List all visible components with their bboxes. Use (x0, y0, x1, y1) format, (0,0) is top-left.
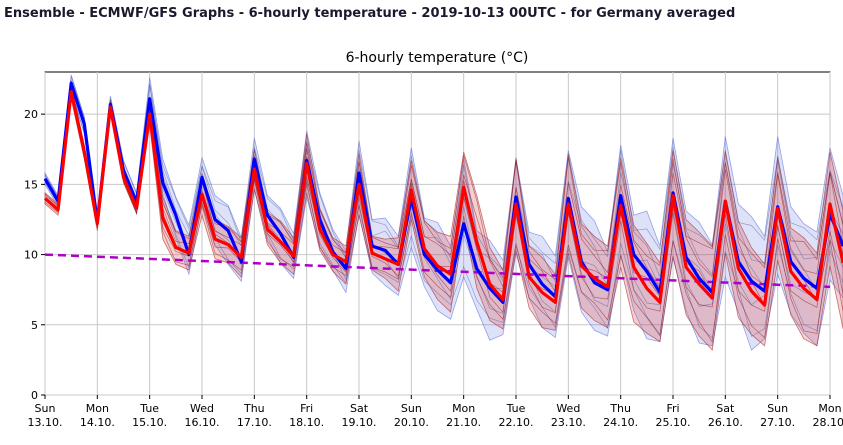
ecmwf-control-line (43, 90, 843, 307)
x-tick-date-label: 25.10. (656, 416, 691, 429)
x-tick-date-label: 16.10. (185, 416, 220, 429)
x-tick-day-label: Mon (818, 402, 841, 415)
grid-lines (44, 72, 831, 396)
ecmwf-member-0 (44, 96, 843, 343)
x-tick-day-label: Sat (350, 402, 369, 415)
x-tick-day-label: Fri (300, 402, 313, 415)
gfs-member-1 (44, 86, 843, 314)
page-header: Ensemble - ECMWF/GFS Graphs - 6-hourly t… (0, 0, 843, 28)
x-tick-day-label: Tue (506, 402, 526, 415)
y-tick-label: 5 (31, 319, 38, 332)
x-tick-day-label: Fri (666, 402, 679, 415)
y-tick-label: 20 (24, 108, 38, 121)
x-tick-date-label: 27.10. (760, 416, 795, 429)
x-tick-date-label: 21.10. (446, 416, 481, 429)
x-tick-day-label: Wed (556, 402, 580, 415)
x-tick-date-label: 17.10. (237, 416, 272, 429)
x-tick-day-label: Tue (139, 402, 159, 415)
chart-title: 6-hourly temperature (°C) (346, 50, 529, 66)
x-tick-day-label: Sat (716, 402, 735, 415)
x-tick-date-label: 13.10. (28, 416, 63, 429)
gfs-control-line (43, 81, 843, 304)
ecmwf-member-1 (44, 94, 843, 314)
x-tick-date-label: 28.10. (813, 416, 843, 429)
gfs-member-0 (44, 89, 843, 339)
x-tick-date-label: 15.10. (132, 416, 167, 429)
y-tick-label: 10 (24, 249, 38, 262)
x-tick-date-label: 24.10. (603, 416, 638, 429)
x-tick-day-label: Sun (767, 402, 788, 415)
x-tick-day-label: Mon (86, 402, 109, 415)
gfs-member-3 (44, 79, 843, 283)
gfs-member-4 (44, 76, 843, 271)
x-tick-date-label: 20.10. (394, 416, 429, 429)
x-tick-date-label: 14.10. (80, 416, 115, 429)
page-header-text: Ensemble - ECMWF/GFS Graphs - 6-hourly t… (4, 6, 736, 21)
x-tick-day-label: Wed (190, 402, 214, 415)
x-tick-date-label: 22.10. (499, 416, 534, 429)
x-tick-day-label: Sun (401, 402, 422, 415)
x-tick-date-label: 18.10. (289, 416, 324, 429)
ecmwf-member-3 (44, 88, 843, 293)
x-tick-date-label: 19.10. (342, 416, 377, 429)
x-tick-day-label: Sun (35, 402, 56, 415)
x-tick-date-label: 23.10. (551, 416, 586, 429)
x-tick-day-label: Mon (452, 402, 475, 415)
y-tick-label: 0 (31, 389, 38, 402)
x-tick-day-label: Thu (609, 402, 631, 415)
x-tick-date-label: 26.10. (708, 416, 743, 429)
y-tick-label: 15 (24, 178, 38, 191)
ecmwf-member-4 (44, 85, 843, 281)
series-lines (43, 81, 843, 307)
axis-ticks: 05101520Sun13.10.Mon14.10.Tue15.10.Wed16… (24, 108, 843, 429)
x-tick-day-label: Thu (243, 402, 265, 415)
